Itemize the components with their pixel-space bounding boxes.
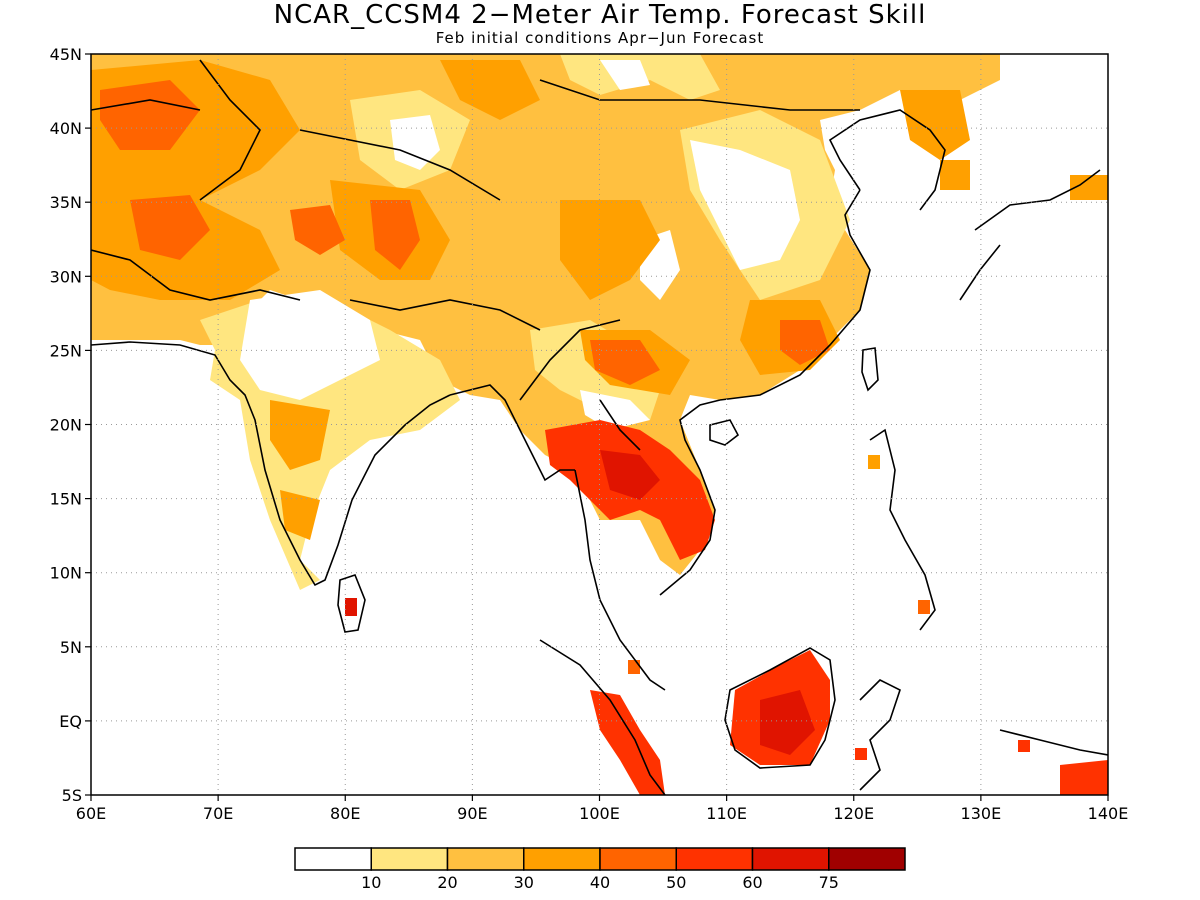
- lat-tick-label: 45N: [50, 45, 82, 64]
- lon-tick-label: 70E: [203, 804, 233, 823]
- lat-tick-label: 40N: [50, 119, 82, 138]
- legend-label: 20: [437, 873, 457, 892]
- lat-tick-label: 20N: [50, 416, 82, 435]
- lon-tick-label: 140E: [1088, 804, 1129, 823]
- lon-tick-label: 130E: [961, 804, 1002, 823]
- lat-tick-label: 15N: [50, 490, 82, 509]
- map-title: NCAR_CCSM4 2−Meter Air Temp. Forecast Sk…: [273, 0, 927, 30]
- legend-label: 60: [742, 873, 762, 892]
- legend-swatch: [751, 847, 830, 871]
- legend-swatch: [294, 847, 372, 871]
- latitude-axis: 45N 40N 35N 30N 25N 20N 15N 10N 5N EQ 5S: [50, 45, 91, 805]
- lon-tick-label: 90E: [457, 804, 487, 823]
- map-subtitle: Feb initial conditions Apr−Jun Forecast: [435, 29, 765, 47]
- gridlines: [91, 54, 1108, 795]
- lat-tick-label: 5N: [60, 638, 82, 657]
- legend-label: 50: [666, 873, 686, 892]
- lat-tick-label: 10N: [50, 564, 82, 583]
- lon-tick-label: 120E: [833, 804, 874, 823]
- lat-tick-label: 5S: [62, 786, 82, 805]
- lon-tick-label: 110E: [706, 804, 747, 823]
- lon-tick-label: 100E: [579, 804, 620, 823]
- legend-swatch: [446, 847, 525, 871]
- lat-tick-label: 35N: [50, 193, 82, 212]
- legend-label: 75: [819, 873, 839, 892]
- lat-tick-label: 30N: [50, 267, 82, 286]
- lon-tick-label: 80E: [330, 804, 360, 823]
- color-legend: 10 20 30 40 50 60 75: [294, 847, 906, 892]
- legend-label: 40: [590, 873, 610, 892]
- lat-tick-label: 25N: [50, 341, 82, 360]
- legend-label: 30: [514, 873, 534, 892]
- coastlines: [91, 59, 1108, 795]
- lon-tick-label: 60E: [76, 804, 106, 823]
- legend-label: 10: [361, 873, 381, 892]
- legend-swatch: [370, 847, 449, 871]
- lat-tick-label: EQ: [59, 712, 82, 731]
- skill-shading: [91, 54, 1108, 795]
- legend-swatch: [828, 847, 906, 871]
- legend-swatch: [675, 847, 754, 871]
- legend-swatch: [523, 847, 601, 871]
- legend-swatch: [599, 847, 677, 871]
- longitude-axis: 60E 70E 80E 90E 100E 110E 120E 130E 140E: [76, 795, 1129, 823]
